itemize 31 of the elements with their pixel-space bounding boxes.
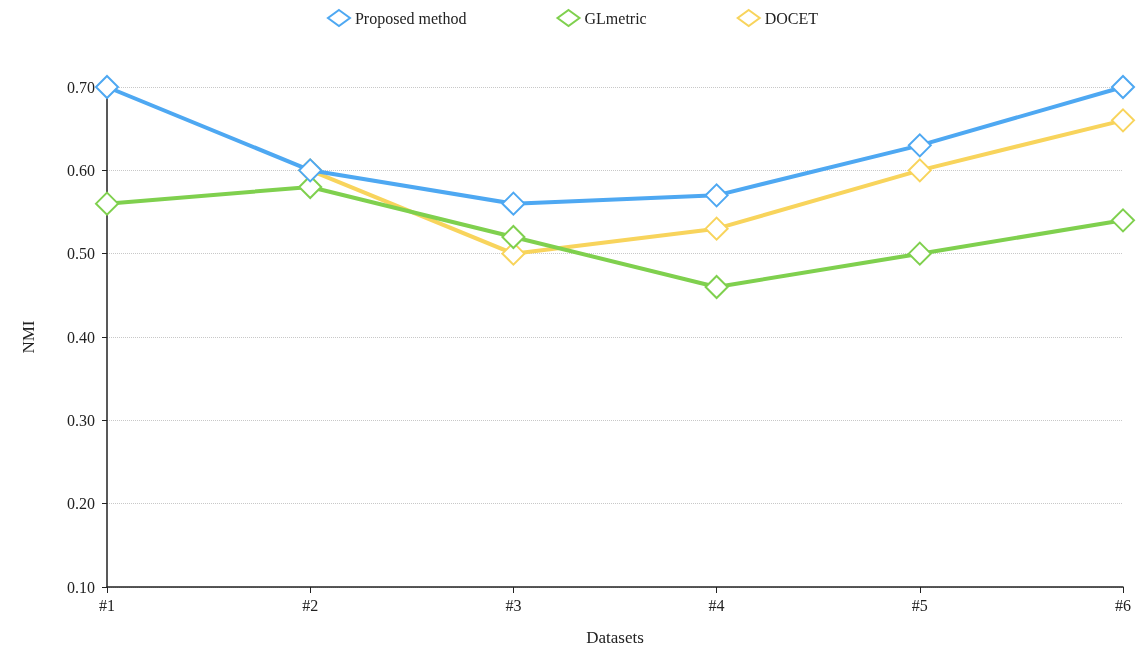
point (907, 241, 932, 266)
y-tick-label: 0.30 (67, 411, 95, 429)
point (704, 275, 729, 299)
legend-label: GLmetric (584, 9, 647, 27)
point (95, 191, 119, 216)
x-axis-title: Datasets (586, 628, 644, 647)
y-tick-label: 0.40 (67, 328, 95, 346)
point (1111, 208, 1135, 233)
y-tick-label: 0.10 (67, 578, 95, 596)
y-tick-label: 0.20 (67, 495, 95, 513)
point (907, 133, 932, 158)
point (501, 225, 526, 249)
point (907, 158, 932, 183)
point (1111, 108, 1135, 133)
point (95, 75, 119, 99)
x-tick-label: #5 (911, 596, 928, 614)
x-tick-label: #2 (302, 596, 319, 614)
y-axis-title: NMI (19, 320, 38, 354)
y-tick-label: 0.50 (67, 245, 95, 263)
x-tick-label: #1 (99, 596, 115, 614)
x-tick-label: #3 (505, 596, 522, 614)
x-tick-label: #6 (1115, 596, 1131, 614)
y-tick-label: 0.70 (67, 78, 95, 96)
point (1111, 75, 1135, 99)
y-tick-label: 0.60 (67, 161, 95, 179)
point (704, 216, 729, 241)
x-tick-label: #4 (708, 596, 725, 614)
point (501, 191, 526, 216)
legend-label: DOCET (764, 9, 819, 27)
legend-label: Proposed method (354, 9, 467, 28)
point (704, 183, 729, 208)
